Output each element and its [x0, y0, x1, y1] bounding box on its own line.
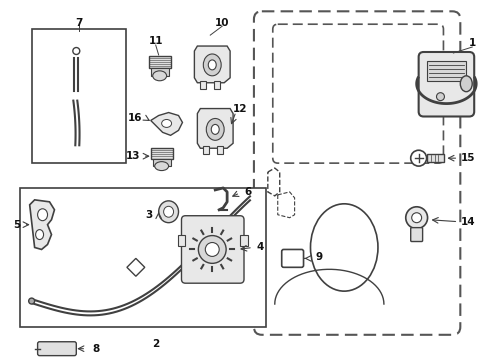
Bar — [177, 235, 185, 247]
FancyBboxPatch shape — [38, 342, 76, 356]
Text: 8: 8 — [92, 344, 100, 354]
Polygon shape — [150, 113, 182, 135]
Ellipse shape — [152, 71, 166, 81]
FancyBboxPatch shape — [181, 216, 244, 283]
Ellipse shape — [405, 207, 427, 229]
Bar — [240, 235, 247, 247]
Bar — [20, 188, 265, 327]
Polygon shape — [197, 109, 233, 148]
Bar — [217, 146, 223, 154]
Text: 15: 15 — [460, 153, 474, 163]
Text: 5: 5 — [13, 220, 20, 230]
Text: 1: 1 — [468, 38, 475, 48]
Text: 6: 6 — [244, 187, 251, 197]
Polygon shape — [194, 46, 230, 83]
Ellipse shape — [203, 54, 221, 76]
Ellipse shape — [205, 243, 219, 256]
Text: 14: 14 — [460, 217, 475, 227]
Bar — [200, 81, 206, 89]
Text: 11: 11 — [148, 36, 163, 46]
Bar — [150, 148, 172, 159]
Ellipse shape — [436, 93, 444, 100]
Bar — [426, 154, 444, 162]
Ellipse shape — [411, 213, 421, 223]
Ellipse shape — [38, 209, 47, 221]
Ellipse shape — [198, 235, 225, 264]
Text: 4: 4 — [256, 243, 263, 252]
Text: 3: 3 — [145, 210, 152, 220]
Ellipse shape — [208, 60, 216, 70]
Bar — [148, 56, 170, 68]
Bar — [214, 81, 220, 89]
Bar — [203, 146, 209, 154]
Bar — [32, 29, 126, 163]
Ellipse shape — [162, 120, 171, 127]
Ellipse shape — [163, 206, 173, 217]
Ellipse shape — [410, 150, 426, 166]
Ellipse shape — [29, 298, 35, 304]
Ellipse shape — [158, 201, 178, 223]
Polygon shape — [277, 192, 294, 218]
Ellipse shape — [459, 76, 471, 92]
Text: 2: 2 — [152, 339, 159, 349]
Ellipse shape — [154, 162, 168, 171]
Ellipse shape — [36, 230, 43, 239]
Polygon shape — [267, 168, 279, 196]
Ellipse shape — [310, 204, 377, 291]
Text: 9: 9 — [315, 252, 322, 262]
Text: 10: 10 — [215, 18, 229, 28]
Text: 7: 7 — [76, 18, 83, 28]
Polygon shape — [30, 200, 54, 249]
Ellipse shape — [206, 118, 224, 140]
Text: 12: 12 — [232, 104, 247, 113]
Ellipse shape — [211, 125, 219, 134]
Polygon shape — [127, 258, 144, 276]
Bar — [426, 61, 466, 81]
Text: 16: 16 — [127, 113, 142, 123]
Bar — [152, 159, 170, 166]
FancyBboxPatch shape — [410, 228, 422, 242]
FancyBboxPatch shape — [281, 249, 303, 267]
Bar — [150, 68, 168, 76]
Text: 13: 13 — [125, 151, 140, 161]
FancyBboxPatch shape — [418, 52, 473, 117]
Ellipse shape — [73, 48, 80, 54]
